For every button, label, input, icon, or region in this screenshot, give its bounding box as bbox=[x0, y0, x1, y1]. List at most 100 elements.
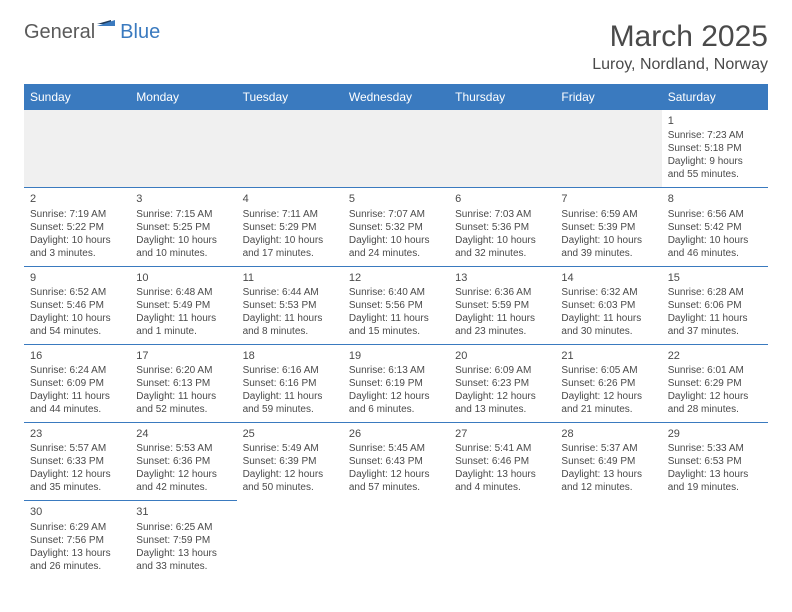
day-number: 23 bbox=[30, 427, 124, 441]
calendar-day-cell: 5Sunrise: 7:07 AMSunset: 5:32 PMDaylight… bbox=[343, 188, 449, 266]
day-number: 22 bbox=[668, 349, 762, 363]
sunrise-text: Sunrise: 6:09 AM bbox=[455, 364, 549, 377]
calendar-day-cell: 31Sunrise: 6:25 AMSunset: 7:59 PMDayligh… bbox=[130, 501, 236, 579]
calendar-day-cell: 30Sunrise: 6:29 AMSunset: 7:56 PMDayligh… bbox=[24, 501, 130, 579]
daylight1-text: Daylight: 10 hours bbox=[243, 234, 337, 247]
sunset-text: Sunset: 7:56 PM bbox=[30, 534, 124, 547]
sunset-text: Sunset: 7:59 PM bbox=[136, 534, 230, 547]
daylight2-text: and 6 minutes. bbox=[349, 403, 443, 416]
calendar-day-cell: 27Sunrise: 5:41 AMSunset: 6:46 PMDayligh… bbox=[449, 423, 555, 501]
day-number: 13 bbox=[455, 271, 549, 285]
sunset-text: Sunset: 6:16 PM bbox=[243, 377, 337, 390]
sunset-text: Sunset: 5:36 PM bbox=[455, 221, 549, 234]
calendar-week-row: 2Sunrise: 7:19 AMSunset: 5:22 PMDaylight… bbox=[24, 188, 768, 266]
day-number: 25 bbox=[243, 427, 337, 441]
sunset-text: Sunset: 6:03 PM bbox=[561, 299, 655, 312]
sunset-text: Sunset: 5:39 PM bbox=[561, 221, 655, 234]
daylight1-text: Daylight: 10 hours bbox=[30, 234, 124, 247]
daylight1-text: Daylight: 11 hours bbox=[243, 390, 337, 403]
sunset-text: Sunset: 6:39 PM bbox=[243, 455, 337, 468]
sunrise-text: Sunrise: 6:52 AM bbox=[30, 286, 124, 299]
weekday-header: Sunday bbox=[24, 84, 130, 110]
logo-text-1: General bbox=[24, 21, 95, 44]
day-number: 18 bbox=[243, 349, 337, 363]
calendar-day-cell: 2Sunrise: 7:19 AMSunset: 5:22 PMDaylight… bbox=[24, 188, 130, 266]
sunrise-text: Sunrise: 7:15 AM bbox=[136, 208, 230, 221]
calendar-empty-cell bbox=[130, 110, 236, 188]
day-number: 21 bbox=[561, 349, 655, 363]
sunset-text: Sunset: 5:29 PM bbox=[243, 221, 337, 234]
daylight2-text: and 8 minutes. bbox=[243, 325, 337, 338]
sunrise-text: Sunrise: 6:05 AM bbox=[561, 364, 655, 377]
daylight1-text: Daylight: 11 hours bbox=[30, 390, 124, 403]
daylight1-text: Daylight: 10 hours bbox=[349, 234, 443, 247]
day-number: 1 bbox=[668, 114, 762, 128]
location: Luroy, Nordland, Norway bbox=[592, 56, 768, 74]
calendar-empty-cell bbox=[449, 501, 555, 579]
weekday-header: Saturday bbox=[662, 84, 768, 110]
sunset-text: Sunset: 6:36 PM bbox=[136, 455, 230, 468]
daylight2-text: and 17 minutes. bbox=[243, 247, 337, 260]
sunset-text: Sunset: 6:19 PM bbox=[349, 377, 443, 390]
calendar-day-cell: 11Sunrise: 6:44 AMSunset: 5:53 PMDayligh… bbox=[237, 266, 343, 344]
calendar-day-cell: 12Sunrise: 6:40 AMSunset: 5:56 PMDayligh… bbox=[343, 266, 449, 344]
daylight1-text: Daylight: 12 hours bbox=[561, 390, 655, 403]
day-number: 26 bbox=[349, 427, 443, 441]
daylight1-text: Daylight: 10 hours bbox=[30, 312, 124, 325]
daylight1-text: Daylight: 13 hours bbox=[30, 547, 124, 560]
calendar-week-row: 23Sunrise: 5:57 AMSunset: 6:33 PMDayligh… bbox=[24, 423, 768, 501]
sunset-text: Sunset: 6:49 PM bbox=[561, 455, 655, 468]
day-number: 8 bbox=[668, 192, 762, 206]
calendar-day-cell: 19Sunrise: 6:13 AMSunset: 6:19 PMDayligh… bbox=[343, 344, 449, 422]
sunset-text: Sunset: 6:23 PM bbox=[455, 377, 549, 390]
day-number: 12 bbox=[349, 271, 443, 285]
calendar-day-cell: 20Sunrise: 6:09 AMSunset: 6:23 PMDayligh… bbox=[449, 344, 555, 422]
calendar-day-cell: 18Sunrise: 6:16 AMSunset: 6:16 PMDayligh… bbox=[237, 344, 343, 422]
calendar-day-cell: 28Sunrise: 5:37 AMSunset: 6:49 PMDayligh… bbox=[555, 423, 661, 501]
day-number: 5 bbox=[349, 192, 443, 206]
header: General Blue March 2025 Luroy, Nordland,… bbox=[24, 20, 768, 74]
sunrise-text: Sunrise: 7:03 AM bbox=[455, 208, 549, 221]
calendar-day-cell: 3Sunrise: 7:15 AMSunset: 5:25 PMDaylight… bbox=[130, 188, 236, 266]
calendar-table: SundayMondayTuesdayWednesdayThursdayFrid… bbox=[24, 84, 768, 579]
daylight2-text: and 57 minutes. bbox=[349, 481, 443, 494]
sunset-text: Sunset: 5:59 PM bbox=[455, 299, 549, 312]
calendar-body: 1Sunrise: 7:23 AMSunset: 5:18 PMDaylight… bbox=[24, 110, 768, 579]
calendar-day-cell: 14Sunrise: 6:32 AMSunset: 6:03 PMDayligh… bbox=[555, 266, 661, 344]
calendar-day-cell: 22Sunrise: 6:01 AMSunset: 6:29 PMDayligh… bbox=[662, 344, 768, 422]
daylight2-text: and 30 minutes. bbox=[561, 325, 655, 338]
sunrise-text: Sunrise: 6:29 AM bbox=[30, 521, 124, 534]
daylight2-text: and 52 minutes. bbox=[136, 403, 230, 416]
day-number: 10 bbox=[136, 271, 230, 285]
month-title: March 2025 bbox=[592, 20, 768, 54]
daylight2-text: and 19 minutes. bbox=[668, 481, 762, 494]
day-number: 19 bbox=[349, 349, 443, 363]
sunrise-text: Sunrise: 6:25 AM bbox=[136, 521, 230, 534]
day-number: 7 bbox=[561, 192, 655, 206]
daylight2-text: and 44 minutes. bbox=[30, 403, 124, 416]
daylight1-text: Daylight: 13 hours bbox=[561, 468, 655, 481]
sunrise-text: Sunrise: 6:59 AM bbox=[561, 208, 655, 221]
daylight2-text: and 1 minute. bbox=[136, 325, 230, 338]
sunset-text: Sunset: 6:46 PM bbox=[455, 455, 549, 468]
sunrise-text: Sunrise: 6:28 AM bbox=[668, 286, 762, 299]
sunrise-text: Sunrise: 6:44 AM bbox=[243, 286, 337, 299]
daylight2-text: and 54 minutes. bbox=[30, 325, 124, 338]
weekday-header-row: SundayMondayTuesdayWednesdayThursdayFrid… bbox=[24, 84, 768, 110]
calendar-day-cell: 23Sunrise: 5:57 AMSunset: 6:33 PMDayligh… bbox=[24, 423, 130, 501]
sunset-text: Sunset: 6:53 PM bbox=[668, 455, 762, 468]
day-number: 11 bbox=[243, 271, 337, 285]
weekday-header: Friday bbox=[555, 84, 661, 110]
daylight1-text: Daylight: 12 hours bbox=[243, 468, 337, 481]
daylight1-text: Daylight: 13 hours bbox=[136, 547, 230, 560]
sunset-text: Sunset: 6:33 PM bbox=[30, 455, 124, 468]
day-number: 24 bbox=[136, 427, 230, 441]
sunrise-text: Sunrise: 5:45 AM bbox=[349, 442, 443, 455]
logo: General Blue bbox=[24, 20, 160, 44]
day-number: 16 bbox=[30, 349, 124, 363]
sunrise-text: Sunrise: 7:07 AM bbox=[349, 208, 443, 221]
calendar-day-cell: 21Sunrise: 6:05 AMSunset: 6:26 PMDayligh… bbox=[555, 344, 661, 422]
daylight2-text: and 55 minutes. bbox=[668, 168, 762, 181]
sunrise-text: Sunrise: 6:20 AM bbox=[136, 364, 230, 377]
daylight1-text: Daylight: 13 hours bbox=[455, 468, 549, 481]
